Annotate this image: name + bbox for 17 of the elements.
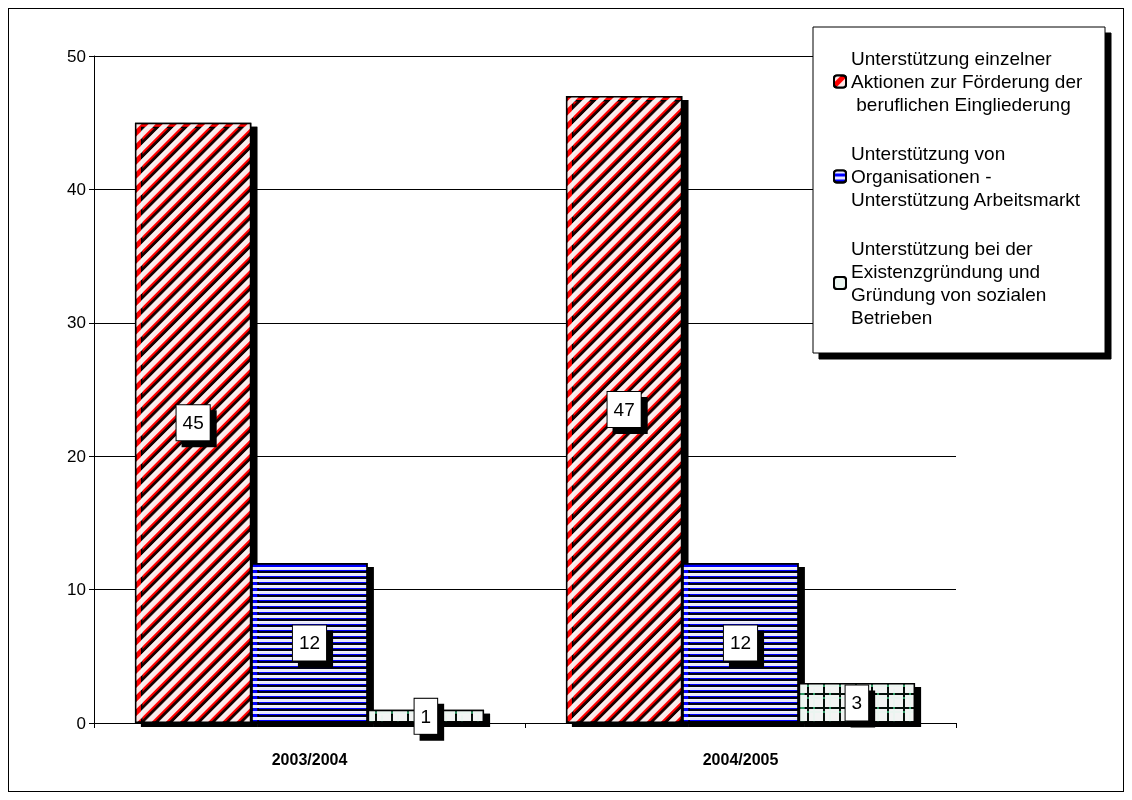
x-tick-label: 2003/2004 [271, 750, 348, 768]
legend-label: Unterstützung einzelner Aktionen zur Förderung der beruflichen Eingliederung [851, 48, 1083, 115]
y-tick-label: 10 [67, 580, 86, 600]
y-tick-label: 40 [67, 179, 86, 199]
data-label: 12 [298, 632, 321, 654]
y-tick-label: 30 [67, 313, 86, 333]
data-label: 47 [613, 399, 635, 421]
x-tick-label: 2004/2005 [702, 750, 779, 768]
legend-label: Unterstützung bei der Existenzgründung und Gründung von sozialen Betrieben [851, 238, 1052, 328]
data-label: 45 [182, 412, 204, 434]
y-tick-label: 0 [76, 713, 86, 733]
legend-label: Unterstützung von Organisationen - Unterstützung Arbeitsmarkt [851, 143, 1081, 210]
data-label: 1 [420, 705, 432, 727]
data-label: 12 [729, 632, 752, 654]
data-label: 3 [851, 692, 863, 714]
y-tick-label: 50 [67, 46, 86, 66]
y-tick-label: 20 [67, 446, 86, 466]
